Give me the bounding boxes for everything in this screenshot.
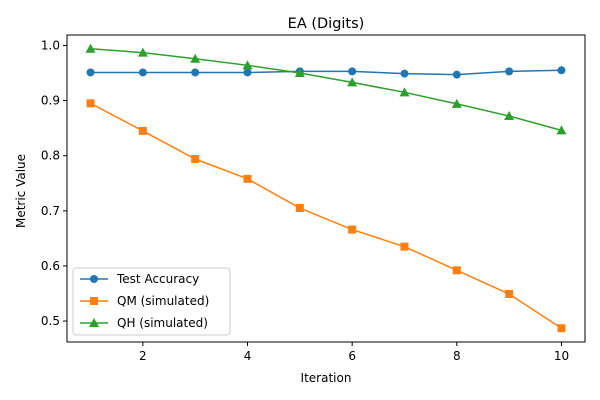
data-point-qh-simulated (294, 68, 305, 78)
chart-title: EA (Digits) (288, 16, 365, 32)
data-point-qh-simulated (85, 43, 96, 53)
x-tick-label: 2 (139, 349, 147, 363)
y-tick-label: 0.8 (41, 149, 60, 163)
data-point-qm-simulated (191, 155, 200, 164)
legend-box (72, 267, 231, 336)
data-point-test-accuracy (243, 68, 252, 77)
data-point-qm-simulated (557, 324, 566, 333)
x-tick-label: 10 (554, 349, 569, 363)
data-point-test-accuracy (348, 67, 357, 76)
y-axis-label: Metric Value (14, 154, 28, 228)
x-axis-label: Iteration (301, 371, 352, 385)
legend-marker-test-accuracy (90, 275, 98, 283)
y-tick-label: 0.5 (41, 314, 60, 328)
legend-label-qh-simulated: QH (simulated) (117, 316, 208, 330)
data-point-qh-simulated (347, 77, 358, 87)
x-tick-label: 4 (244, 349, 252, 363)
data-point-test-accuracy (138, 68, 147, 77)
data-point-qh-simulated (504, 111, 515, 121)
data-point-test-accuracy (557, 66, 566, 75)
y-tick-label: 0.9 (41, 94, 60, 108)
y-tick-label: 0.6 (41, 259, 60, 273)
plot-area: 2 4 6 8 10 0.5 0.6 0.7 0.8 0.9 1.0 (41, 38, 569, 363)
y-tick-label: 1.0 (41, 38, 60, 52)
legend-marker-qm-simulated (90, 297, 98, 305)
data-point-qm-simulated (243, 174, 252, 183)
data-point-qh-simulated (399, 87, 410, 97)
x-tick-label: 8 (453, 349, 461, 363)
legend-label-test-accuracy: Test Accuracy (116, 272, 199, 286)
data-point-qh-simulated (137, 47, 148, 57)
data-point-qm-simulated (505, 290, 514, 299)
data-point-qm-simulated (138, 126, 147, 135)
data-point-qm-simulated (295, 204, 304, 213)
legend: Test Accuracy QM (simulated) QH (simulated… (72, 267, 231, 336)
data-point-qm-simulated (452, 266, 461, 275)
data-point-test-accuracy (86, 68, 95, 77)
series-line-qm-simulated (90, 102, 562, 329)
series-line-qh-simulated (90, 48, 562, 132)
axes-frame (66, 34, 586, 343)
data-point-qm-simulated (400, 242, 409, 251)
legend-label-qm-simulated: QM (simulated) (117, 294, 209, 308)
data-point-test-accuracy (191, 68, 200, 77)
data-point-qh-simulated (190, 53, 201, 63)
series-line-test-accuracy (90, 69, 562, 76)
data-point-test-accuracy (505, 67, 514, 76)
legend-marker-qh-simulated (89, 318, 99, 327)
data-point-qh-simulated (451, 98, 462, 108)
y-tick-label: 0.7 (41, 204, 60, 218)
data-point-test-accuracy (400, 69, 409, 78)
data-point-qh-simulated (242, 60, 253, 70)
data-point-test-accuracy (452, 70, 461, 79)
x-tick-label: 6 (348, 349, 356, 363)
data-point-qh-simulated (556, 125, 567, 135)
data-point-qm-simulated (348, 225, 357, 234)
data-point-qm-simulated (86, 99, 95, 108)
